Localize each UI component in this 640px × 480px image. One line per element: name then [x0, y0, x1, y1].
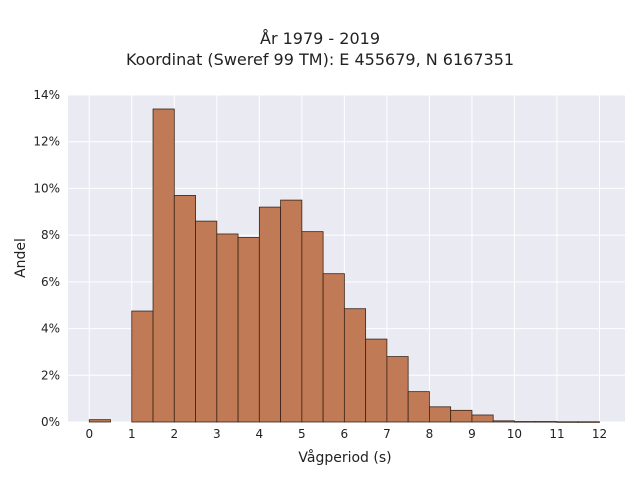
y-tick-label: 8%	[41, 228, 60, 242]
histogram-bar	[258, 206, 281, 423]
histogram-bar	[301, 231, 324, 423]
histogram-bar	[365, 338, 388, 423]
chart-title-line-1: År 1979 - 2019	[260, 29, 380, 48]
histogram-bar	[429, 406, 452, 423]
x-tick-label: 0	[85, 427, 93, 441]
x-tick-label: 3	[213, 427, 221, 441]
histogram-bar	[173, 195, 196, 423]
histogram-bar	[514, 421, 537, 423]
y-tick-label: 12%	[33, 135, 60, 149]
histogram-bar	[556, 421, 579, 423]
x-tick-label: 9	[468, 427, 476, 441]
histogram-bar	[237, 237, 260, 423]
histogram-bar	[450, 409, 473, 423]
x-tick-label: 12	[592, 427, 607, 441]
y-axis-label: Andel	[13, 238, 29, 278]
y-tick-label: 14%	[33, 88, 60, 102]
histogram-bar	[216, 233, 239, 423]
x-tick-label: 2	[170, 427, 178, 441]
histogram-bar	[535, 421, 558, 423]
histogram-bar	[492, 420, 515, 423]
x-tick-label: 11	[549, 427, 564, 441]
histogram-bar	[343, 308, 367, 423]
histogram-bar	[577, 421, 600, 423]
y-tick-label: 10%	[33, 181, 60, 195]
x-tick-label: 1	[128, 427, 136, 441]
histogram-bar	[152, 108, 175, 423]
x-tick-label: 8	[426, 427, 434, 441]
x-tick-label: 5	[298, 427, 306, 441]
y-tick-label: 6%	[41, 275, 60, 289]
histogram-bar	[88, 419, 111, 423]
x-axis-label: Vågperiod (s)	[298, 449, 391, 466]
histogram-bar	[471, 414, 494, 423]
y-tick-label: 0%	[41, 415, 60, 429]
y-tick-label: 2%	[41, 368, 60, 382]
x-tick-label: 10	[507, 427, 522, 441]
histogram-bar	[322, 273, 345, 423]
x-tick-label: 7	[383, 427, 391, 441]
histogram-bar	[386, 356, 409, 423]
x-tick-label: 6	[341, 427, 349, 441]
histogram-bar	[131, 310, 154, 423]
histogram-bar	[195, 220, 218, 423]
y-tick-label: 4%	[41, 322, 60, 336]
x-tick-label: 4	[256, 427, 264, 441]
histogram-bar	[280, 199, 303, 423]
chart-title-line-2: Koordinat (Sweref 99 TM): E 455679, N 61…	[125, 50, 515, 69]
plot-area: 0%2%4%6%8%10%12%14%0 1 2 3 4 5 6 7 8 9 10 11 12	[33, 88, 625, 441]
histogram-bar	[407, 391, 430, 423]
